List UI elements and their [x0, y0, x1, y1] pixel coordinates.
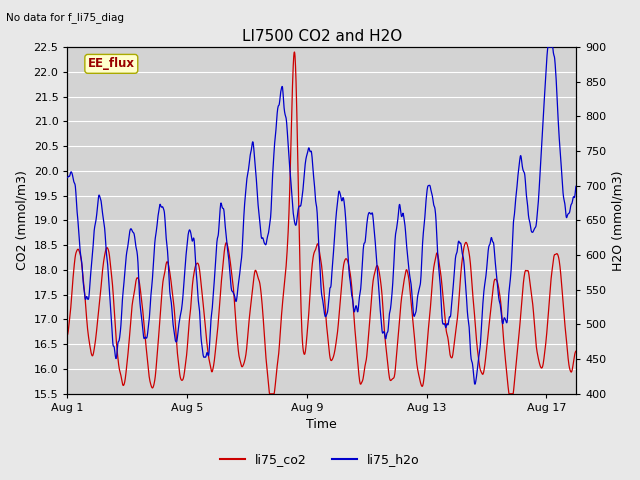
- Y-axis label: CO2 (mmol/m3): CO2 (mmol/m3): [15, 170, 28, 270]
- Title: LI7500 CO2 and H2O: LI7500 CO2 and H2O: [242, 29, 402, 44]
- Legend: li75_co2, li75_h2o: li75_co2, li75_h2o: [215, 448, 425, 471]
- Text: EE_flux: EE_flux: [88, 58, 135, 71]
- Text: No data for f_li75_diag: No data for f_li75_diag: [6, 12, 124, 23]
- Y-axis label: H2O (mmol/m3): H2O (mmol/m3): [612, 170, 625, 271]
- X-axis label: Time: Time: [307, 419, 337, 432]
